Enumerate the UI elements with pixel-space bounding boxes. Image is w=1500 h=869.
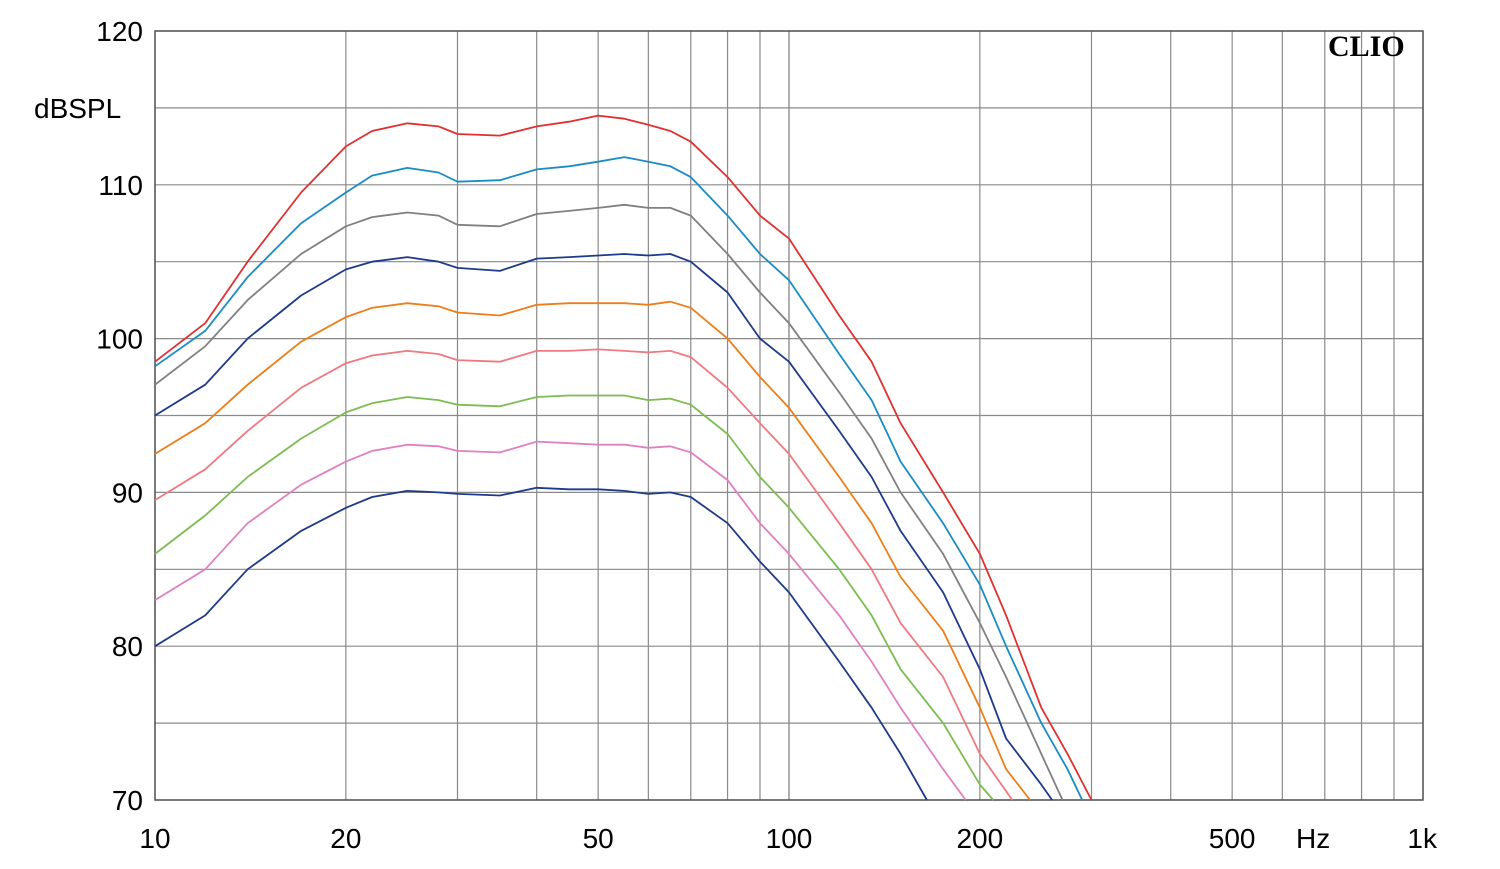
series-line-5	[154, 300, 1031, 801]
x-tick-labels: 10 20 50 100 200 500 1k	[139, 823, 1438, 854]
x-tick-label: 1k	[1407, 823, 1438, 854]
y-tick-label: 80	[112, 631, 143, 662]
y-tick-label: 70	[112, 785, 143, 816]
x-tick-label: 10	[139, 823, 170, 854]
x-tick-label: 500	[1209, 823, 1256, 854]
x-tick-label: 100	[766, 823, 813, 854]
series-line-4	[154, 253, 1053, 801]
series-line-2	[154, 156, 1084, 801]
series-line-9	[154, 486, 928, 801]
series-line-8	[154, 440, 967, 801]
y-axis-label: dBSPL	[34, 93, 121, 124]
y-tick-label: 90	[112, 477, 143, 508]
series-line-3	[154, 203, 1064, 801]
x-tick-label: 200	[956, 823, 1003, 854]
series-line-6	[154, 348, 1014, 801]
x-axis-unit: Hz	[1296, 823, 1330, 854]
x-tick-label: 50	[583, 823, 614, 854]
series-lines	[154, 114, 1093, 801]
grid	[154, 30, 1424, 801]
y-tick-labels: 70 80 90 100 110 120	[96, 16, 143, 816]
brand-logo: CLIO	[1328, 30, 1405, 63]
y-tick-label: 110	[98, 170, 143, 201]
y-tick-label: 100	[96, 324, 143, 355]
y-tick-label: 120	[96, 16, 143, 47]
x-tick-label: 20	[330, 823, 361, 854]
series-line-7	[154, 394, 994, 801]
series-line-1	[154, 114, 1093, 801]
